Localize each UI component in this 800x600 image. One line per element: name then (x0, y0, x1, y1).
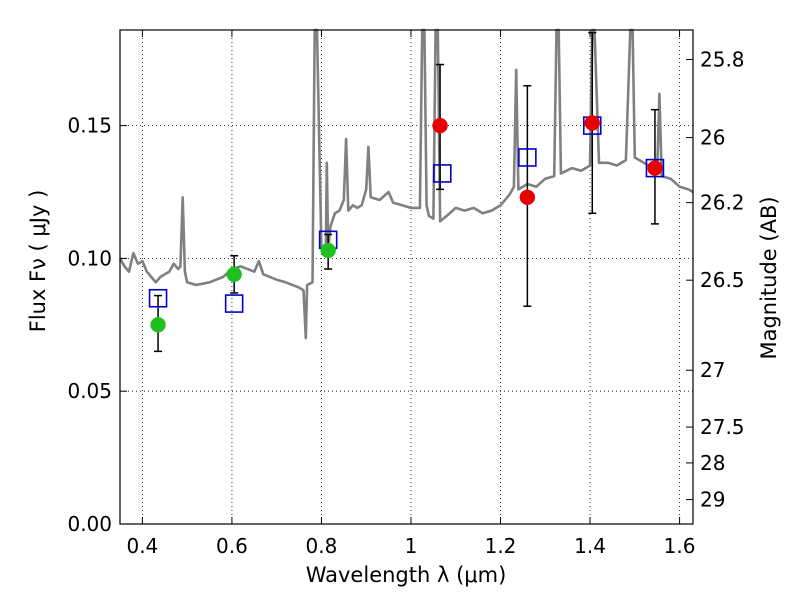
model-square (433, 164, 452, 183)
right-axis-label: Magnitude (AB) (757, 196, 781, 359)
x-tick-label: 1.4 (574, 534, 606, 558)
model-square (518, 148, 537, 167)
x-tick-label: 0.6 (216, 534, 248, 558)
y-tick-label: 0.00 (67, 512, 112, 536)
y-tick-label: 0.15 (67, 114, 112, 138)
y-axis-label: Flux Fν ( μJy ) (26, 190, 50, 333)
green-data-point (226, 266, 242, 283)
model-square (148, 288, 168, 308)
x-tick-label: 1.2 (485, 534, 517, 558)
green-data-point (320, 242, 336, 259)
plot-frame (119, 29, 694, 525)
right-tick-label: 29 (700, 488, 725, 512)
spectrum-layer (118, 28, 694, 340)
y-tick-label: 0.10 (67, 246, 112, 270)
y-tick-label: 0.05 (67, 379, 112, 403)
x-tick-label: 1.6 (664, 534, 696, 558)
right-tick-label: 25.8 (700, 47, 745, 71)
right-tick-label: 27 (700, 358, 725, 382)
x-tick-label: 0.8 (306, 534, 338, 558)
model-square (224, 294, 244, 313)
right-tick-label: 28 (700, 451, 725, 475)
errorbar-layer (154, 31, 659, 353)
right-tick-label: 26.2 (700, 191, 745, 215)
x-tick-label: 1 (405, 534, 418, 558)
model-square (645, 158, 665, 178)
marker-layer (148, 115, 665, 333)
red-data-point (584, 115, 601, 131)
right-tick-label: 26 (700, 126, 725, 150)
x-axis-label: Wavelength λ (μm) (306, 563, 507, 587)
red-data-point (519, 189, 536, 206)
red-data-point (432, 117, 448, 134)
right-tick-label: 26.5 (700, 268, 745, 292)
spectrum-line (118, 28, 694, 340)
right-tick-label: 27.5 (700, 415, 745, 439)
red-data-point (647, 160, 663, 176)
tick-layer: 0.4 0.6 0.8 1 1.2 1.4 1.6 0.00 0.05 0.10 0.15 25.8 2… (67, 30, 745, 558)
green-data-point (150, 317, 166, 333)
x-tick-label: 0.4 (126, 534, 158, 558)
grid (120, 30, 693, 525)
